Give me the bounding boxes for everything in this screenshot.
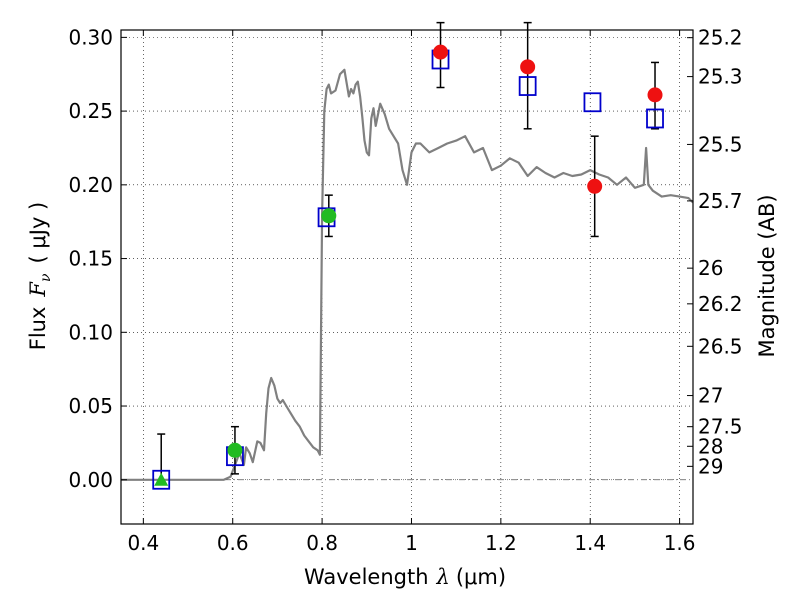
- data-markers: [152, 44, 664, 490]
- x-tick-label: 0.4: [127, 531, 159, 555]
- x-tick-label: 0.6: [217, 531, 249, 555]
- observed-flux-triangle-point: [154, 472, 169, 486]
- grid: [121, 30, 693, 524]
- x-axis-label-unit: (μm): [456, 565, 506, 589]
- y-tick-label: 0.25: [68, 99, 113, 123]
- tick-labels: 0.4 0.6 0.8 1 1.2 1.4 1.6 0.00 0.05 0.10 0.15 0.20 0…: [68, 25, 742, 555]
- secondary-y-axis-label: Magnitude (AB): [755, 194, 779, 357]
- y-axis-label-symbol: F: [26, 281, 50, 298]
- magnitude-tick-label: 26: [698, 256, 723, 280]
- magnitude-tick-label: 27.5: [698, 415, 743, 439]
- y-tick-label: 0.15: [68, 247, 113, 271]
- plot-frame: [120, 29, 694, 525]
- model-flux-square: [583, 92, 602, 113]
- observed-flux-red-point: [587, 178, 603, 194]
- magnitude-tick-label: 25.5: [698, 132, 743, 156]
- magnitude-tick-label: 25.3: [698, 65, 743, 89]
- y-axis-label-unit: ( μJy ): [26, 202, 50, 264]
- y-tick-label: 0.00: [68, 468, 113, 492]
- x-tick-label: 1.4: [574, 531, 606, 555]
- y-axis-label: Flux Fν ( μJy ): [26, 202, 54, 350]
- magnitude-tick-label: 25.7: [698, 189, 743, 213]
- magnitude-tick-label: 26.2: [698, 292, 743, 316]
- model-flux-square: [518, 76, 537, 96]
- y-tick-label: 0.05: [68, 394, 113, 418]
- model-spectrum: [121, 68, 694, 481]
- spectrum-line: [121, 68, 694, 481]
- observed-flux-green-point: [321, 208, 337, 224]
- observed-flux-red-point: [647, 87, 663, 103]
- error-bars: [157, 21, 660, 484]
- x-axis-label-symbol: λ: [436, 565, 450, 589]
- observed-flux-red-point: [520, 59, 536, 75]
- y-tick-label: 0.30: [68, 25, 113, 49]
- magnitude-tick-label: 25.2: [698, 26, 743, 50]
- magnitude-tick-label: 29: [698, 454, 723, 478]
- x-axis-label: Wavelength λ (μm): [304, 565, 506, 589]
- x-tick-label: 1.2: [485, 531, 517, 555]
- x-tick-label: 1.6: [664, 531, 696, 555]
- magnitude-tick-label: 27: [698, 384, 723, 408]
- y-tick-label: 0.10: [68, 320, 113, 344]
- axis-ticks: [121, 30, 693, 524]
- y-axis-label-text: Flux: [26, 307, 50, 351]
- observed-flux-green-point: [227, 442, 243, 458]
- model-flux-square: [646, 108, 664, 129]
- observed-flux-red-point: [433, 44, 449, 60]
- x-tick-label: 1: [405, 531, 418, 555]
- model-flux-square: [152, 469, 171, 490]
- magnitude-tick-label: 28: [698, 434, 723, 458]
- y-axis-label-sub: ν: [38, 273, 54, 282]
- magnitude-tick-label: 26.5: [698, 334, 743, 358]
- x-tick-label: 0.8: [306, 531, 338, 555]
- y-tick-label: 0.20: [68, 173, 113, 197]
- x-axis-label-text: Wavelength: [304, 565, 429, 589]
